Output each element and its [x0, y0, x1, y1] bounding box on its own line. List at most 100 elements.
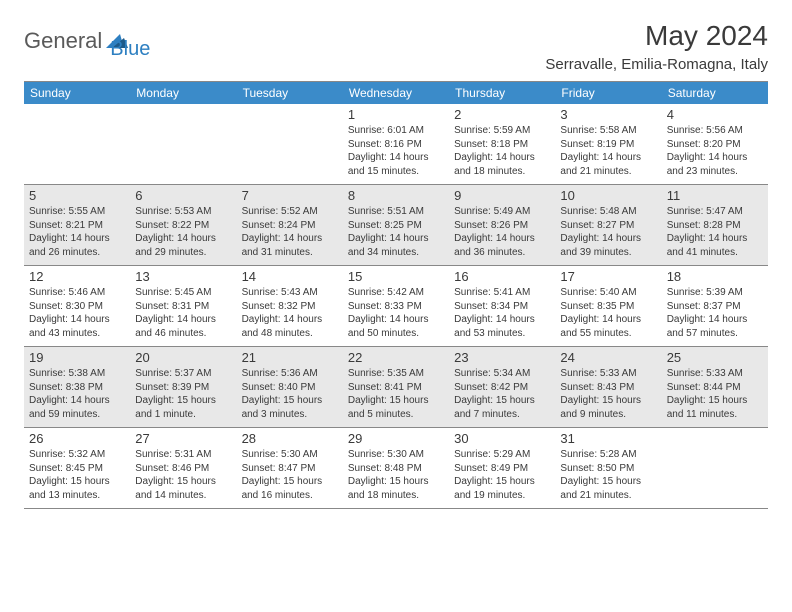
- day-info: Sunrise: 5:59 AMSunset: 8:18 PMDaylight:…: [454, 124, 550, 178]
- day-info: Sunrise: 5:35 AMSunset: 8:41 PMDaylight:…: [348, 367, 444, 421]
- day-cell: 6 Sunrise: 5:53 AMSunset: 8:22 PMDaylight…: [130, 185, 236, 265]
- day-number: 2: [454, 107, 550, 122]
- day-cell: 12Sunrise: 5:46 AMSunset: 8:30 PMDayligh…: [24, 266, 130, 346]
- day-cell: 19 Sunrise: 5:38 AMSunset: 8:38 PMDayligh…: [24, 347, 130, 427]
- day-number: 5: [29, 188, 125, 203]
- day-info: Sunrise: 5:37 AMSunset: 8:39 PMDaylight:…: [135, 367, 231, 421]
- day-number: 20: [135, 350, 231, 365]
- day-headers-row: SundayMondayTuesdayWednesdayThursdayFrid…: [24, 82, 768, 104]
- day-cell: 26 Sunrise: 5:32 AMSunset: 8:45 PMDayligh…: [24, 428, 130, 508]
- day-number: 29: [348, 431, 444, 446]
- calendar-grid: SundayMondayTuesdayWednesdayThursdayFrid…: [24, 81, 768, 509]
- day-info: Sunrise: 5:41 AMSunset: 8:34 PMDaylight:…: [454, 286, 550, 340]
- month-title: May 2024: [545, 20, 768, 52]
- day-number: 9: [454, 188, 550, 203]
- day-cell: 23 Sunrise: 5:34 AMSunset: 8:42 PMDayligh…: [449, 347, 555, 427]
- calendar-page: General Blue May 2024 Serravalle, Emilia…: [0, 0, 792, 529]
- day-info: Sunrise: 5:30 AMSunset: 8:47 PMDaylight:…: [242, 448, 338, 502]
- day-info: Sunrise: 5:28 AMSunset: 8:50 PMDaylight:…: [560, 448, 656, 502]
- day-info: Sunrise: 5:56 AMSunset: 8:20 PMDaylight:…: [667, 124, 763, 178]
- day-number: 11: [667, 188, 763, 203]
- empty-cell: [130, 104, 236, 184]
- day-cell: 28 Sunrise: 5:30 AMSunset: 8:47 PMDayligh…: [237, 428, 343, 508]
- day-number: 19: [29, 350, 125, 365]
- day-cell: 31 Sunrise: 5:28 AMSunset: 8:50 PMDayligh…: [555, 428, 661, 508]
- day-cell: 13 Sunrise: 5:45 AMSunset: 8:31 PMDayligh…: [130, 266, 236, 346]
- week-row: 19 Sunrise: 5:38 AMSunset: 8:38 PMDayligh…: [24, 347, 768, 428]
- day-number: 6: [135, 188, 231, 203]
- day-cell: 3 Sunrise: 5:58 AMSunset: 8:19 PMDaylight…: [555, 104, 661, 184]
- day-number: 25: [667, 350, 763, 365]
- day-cell: 16 Sunrise: 5:41 AMSunset: 8:34 PMDayligh…: [449, 266, 555, 346]
- logo-text-blue: Blue: [110, 38, 150, 61]
- day-cell: 20 Sunrise: 5:37 AMSunset: 8:39 PMDayligh…: [130, 347, 236, 427]
- day-info: Sunrise: 5:45 AMSunset: 8:31 PMDaylight:…: [135, 286, 231, 340]
- day-cell: 5Sunrise: 5:55 AMSunset: 8:21 PMDaylight…: [24, 185, 130, 265]
- day-info: Sunrise: 5:32 AMSunset: 8:45 PMDaylight:…: [29, 448, 125, 502]
- empty-cell: [662, 428, 768, 508]
- day-cell: 2 Sunrise: 5:59 AMSunset: 8:18 PMDaylight…: [449, 104, 555, 184]
- week-row: 26 Sunrise: 5:32 AMSunset: 8:45 PMDayligh…: [24, 428, 768, 509]
- day-cell: 30 Sunrise: 5:29 AMSunset: 8:49 PMDayligh…: [449, 428, 555, 508]
- title-block: May 2024 Serravalle, Emilia-Romagna, Ita…: [545, 20, 768, 73]
- day-cell: 10Sunrise: 5:48 AMSunset: 8:27 PMDayligh…: [555, 185, 661, 265]
- day-header-wednesday: Wednesday: [343, 82, 449, 104]
- day-info: Sunrise: 5:29 AMSunset: 8:49 PMDaylight:…: [454, 448, 550, 502]
- day-number: 30: [454, 431, 550, 446]
- day-info: Sunrise: 5:38 AMSunset: 8:38 PMDaylight:…: [29, 367, 125, 421]
- day-cell: 15 Sunrise: 5:42 AMSunset: 8:33 PMDayligh…: [343, 266, 449, 346]
- day-info: Sunrise: 5:58 AMSunset: 8:19 PMDaylight:…: [560, 124, 656, 178]
- day-number: 8: [348, 188, 444, 203]
- day-info: Sunrise: 5:53 AMSunset: 8:22 PMDaylight:…: [135, 205, 231, 259]
- day-cell: 17Sunrise: 5:40 AMSunset: 8:35 PMDayligh…: [555, 266, 661, 346]
- day-number: 14: [242, 269, 338, 284]
- day-info: Sunrise: 5:33 AMSunset: 8:43 PMDaylight:…: [560, 367, 656, 421]
- day-info: Sunrise: 5:47 AMSunset: 8:28 PMDaylight:…: [667, 205, 763, 259]
- day-header-monday: Monday: [130, 82, 236, 104]
- page-header: General Blue May 2024 Serravalle, Emilia…: [24, 20, 768, 73]
- day-cell: 18Sunrise: 5:39 AMSunset: 8:37 PMDayligh…: [662, 266, 768, 346]
- day-info: Sunrise: 5:48 AMSunset: 8:27 PMDaylight:…: [560, 205, 656, 259]
- day-cell: 22 Sunrise: 5:35 AMSunset: 8:41 PMDayligh…: [343, 347, 449, 427]
- day-cell: 7Sunrise: 5:52 AMSunset: 8:24 PMDaylight…: [237, 185, 343, 265]
- day-cell: 8 Sunrise: 5:51 AMSunset: 8:25 PMDaylight…: [343, 185, 449, 265]
- empty-cell: [237, 104, 343, 184]
- day-number: 22: [348, 350, 444, 365]
- day-number: 31: [560, 431, 656, 446]
- day-info: Sunrise: 6:01 AMSunset: 8:16 PMDaylight:…: [348, 124, 444, 178]
- day-cell: 21Sunrise: 5:36 AMSunset: 8:40 PMDayligh…: [237, 347, 343, 427]
- day-info: Sunrise: 5:39 AMSunset: 8:37 PMDaylight:…: [667, 286, 763, 340]
- day-number: 4: [667, 107, 763, 122]
- day-info: Sunrise: 5:49 AMSunset: 8:26 PMDaylight:…: [454, 205, 550, 259]
- day-info: Sunrise: 5:40 AMSunset: 8:35 PMDaylight:…: [560, 286, 656, 340]
- week-row: 1Sunrise: 6:01 AMSunset: 8:16 PMDaylight…: [24, 104, 768, 185]
- day-header-sunday: Sunday: [24, 82, 130, 104]
- day-number: 16: [454, 269, 550, 284]
- day-info: Sunrise: 5:43 AMSunset: 8:32 PMDaylight:…: [242, 286, 338, 340]
- day-number: 23: [454, 350, 550, 365]
- location-text: Serravalle, Emilia-Romagna, Italy: [545, 56, 768, 73]
- day-cell: 4 Sunrise: 5:56 AMSunset: 8:20 PMDaylight…: [662, 104, 768, 184]
- day-info: Sunrise: 5:31 AMSunset: 8:46 PMDaylight:…: [135, 448, 231, 502]
- day-info: Sunrise: 5:46 AMSunset: 8:30 PMDaylight:…: [29, 286, 125, 340]
- day-info: Sunrise: 5:42 AMSunset: 8:33 PMDaylight:…: [348, 286, 444, 340]
- day-number: 15: [348, 269, 444, 284]
- day-number: 26: [29, 431, 125, 446]
- day-info: Sunrise: 5:51 AMSunset: 8:25 PMDaylight:…: [348, 205, 444, 259]
- empty-cell: [24, 104, 130, 184]
- day-number: 24: [560, 350, 656, 365]
- day-number: 13: [135, 269, 231, 284]
- day-number: 3: [560, 107, 656, 122]
- day-number: 28: [242, 431, 338, 446]
- day-cell: 24 Sunrise: 5:33 AMSunset: 8:43 PMDayligh…: [555, 347, 661, 427]
- logo: General Blue: [24, 20, 150, 61]
- day-header-saturday: Saturday: [662, 82, 768, 104]
- day-info: Sunrise: 5:36 AMSunset: 8:40 PMDaylight:…: [242, 367, 338, 421]
- day-info: Sunrise: 5:34 AMSunset: 8:42 PMDaylight:…: [454, 367, 550, 421]
- day-cell: 27 Sunrise: 5:31 AMSunset: 8:46 PMDayligh…: [130, 428, 236, 508]
- day-cell: 1Sunrise: 6:01 AMSunset: 8:16 PMDaylight…: [343, 104, 449, 184]
- day-cell: 9 Sunrise: 5:49 AMSunset: 8:26 PMDaylight…: [449, 185, 555, 265]
- day-cell: 11 Sunrise: 5:47 AMSunset: 8:28 PMDayligh…: [662, 185, 768, 265]
- day-header-thursday: Thursday: [449, 82, 555, 104]
- day-number: 27: [135, 431, 231, 446]
